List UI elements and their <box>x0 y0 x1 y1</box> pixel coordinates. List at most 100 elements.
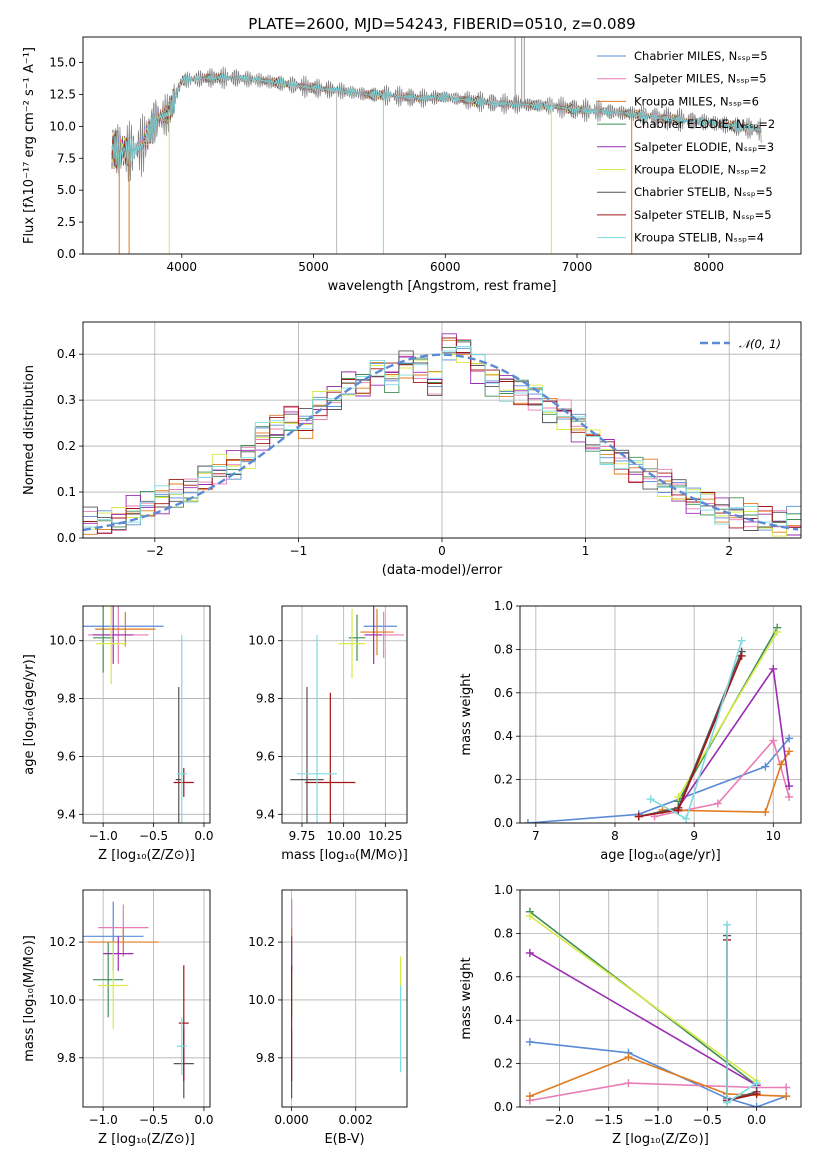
y-tick-label: 10.0 <box>248 993 275 1007</box>
weight-series-line <box>529 915 758 1082</box>
x-tick-label: 10 <box>766 829 781 843</box>
x-tick-label: 9 <box>690 829 698 843</box>
error-bar-point <box>173 768 194 797</box>
weight-marker <box>674 792 683 801</box>
x-tick-label: −1.5 <box>594 1113 623 1127</box>
error-bar-point <box>176 634 187 823</box>
y-tick-label: 0.8 <box>494 926 513 940</box>
x-tick-label: −1.0 <box>643 1113 672 1127</box>
error-bar-point <box>297 634 337 823</box>
y-axis-label: Flux [fλ10⁻¹⁷ erg cm⁻² s⁻¹ A⁻¹] <box>22 47 37 244</box>
legend-entry: Salpeter MILES, Nₛₛₚ=5 <box>634 72 767 86</box>
mass_vs_ebv-frame <box>281 889 408 1108</box>
y-tick-label: 10.0 <box>49 993 76 1007</box>
y-tick-label: 1.0 <box>494 883 513 897</box>
legend-entry: Chabrier ELODIE, Nₛₛₚ=2 <box>634 117 775 131</box>
x-axis-label: wavelength [Angstrom, rest frame] <box>328 279 557 294</box>
x-tick-label: −2.0 <box>545 1113 574 1127</box>
error-bar-point <box>365 606 382 664</box>
weight-marker <box>782 1092 791 1101</box>
spectrum-lines <box>111 37 762 254</box>
x-tick-label: 8 <box>611 829 619 843</box>
weight-marker <box>752 1079 761 1088</box>
error-bar-point <box>103 936 134 972</box>
error-bar-point <box>290 687 324 823</box>
x-axis-label: Z [log₁₀(Z/Z⊙)] <box>98 1132 195 1147</box>
x-tick-label: 1 <box>582 544 590 558</box>
normal-distribution-line <box>83 353 799 532</box>
weight-marker <box>624 1053 633 1062</box>
weight-series-line <box>677 666 790 809</box>
mass_vs_Z-points <box>83 901 194 1099</box>
y-tick-label: 10.0 <box>49 634 76 648</box>
y-tick-label: 10.0 <box>248 634 275 648</box>
weight-marker <box>761 762 770 771</box>
weight-marker <box>523 819 532 823</box>
weight-marker <box>682 814 691 823</box>
mass_vs_ebv-axes: 0.000 0.002 9.8 10.0 10.2 E(B-V) <box>248 890 407 1147</box>
x-tick-label: 10.25 <box>368 829 402 843</box>
weight-series-line <box>529 952 758 1086</box>
weight-marker <box>634 812 643 821</box>
y-axis-label: mass [log₁₀(M/M⊙)] <box>22 935 37 1062</box>
y-axis-label: mass weight <box>459 957 474 1039</box>
legend-entry: Kroupa STELIB, Nₛₛₚ=4 <box>634 231 764 245</box>
weight-marker <box>674 805 683 814</box>
y-tick-label: 0.0 <box>57 247 76 261</box>
y-axis-label: Normed distribution <box>22 365 37 495</box>
y-tick-label: 9.4 <box>57 807 76 821</box>
y-tick-label: 0.3 <box>57 393 76 407</box>
weight-marker <box>646 795 655 804</box>
error-bar-point <box>348 614 366 661</box>
y-tick-label: 10.2 <box>49 935 76 949</box>
x-tick-label: −0.5 <box>139 829 168 843</box>
weight-marker <box>785 792 794 801</box>
y-tick-label: 0.0 <box>57 531 76 545</box>
legend-entry: Salpeter STELIB, Nₛₛₚ=5 <box>634 208 772 222</box>
y-tick-label: 9.8 <box>256 1051 275 1065</box>
x-tick-label: 9.75 <box>289 829 316 843</box>
error-bar-point <box>305 692 356 823</box>
y-tick-label: 9.4 <box>256 807 275 821</box>
error-bar-point <box>176 1017 187 1076</box>
x-tick-label: −2 <box>146 544 164 558</box>
x-tick-label: 4000 <box>167 260 198 274</box>
weight-marker <box>624 1079 633 1088</box>
age_vs_mass-points <box>290 606 404 823</box>
x-tick-label: 7000 <box>562 260 593 274</box>
y-tick-label: 2.5 <box>57 215 76 229</box>
legend-entry: Kroupa MILES, Nₛₛₚ=6 <box>634 94 759 108</box>
age_vs_Z-frame <box>82 605 211 824</box>
spectrum-legend: Chabrier MILES, Nₛₛₚ=5 Salpeter MILES, Nₛ… <box>597 49 775 245</box>
weight-marker <box>525 1037 534 1046</box>
error-bar-point <box>93 606 134 664</box>
y-tick-label: 15.0 <box>49 56 76 70</box>
residuals-axes: −2 −1 0 1 2 0.0 0.1 0.2 0.3 0.4 (data-model)/error… <box>22 322 801 578</box>
x-tick-label: 0.002 <box>339 1113 373 1127</box>
weight-marker <box>525 912 534 921</box>
error-bar-point <box>178 965 189 1081</box>
error-bar-point <box>360 608 394 656</box>
weight-marker <box>761 808 770 817</box>
legend-entry: Chabrier STELIB, Nₛₛₚ=5 <box>634 185 773 199</box>
legend-entry: Chabrier MILES, Nₛₛₚ=5 <box>634 49 768 63</box>
x-tick-label: 5000 <box>298 260 329 274</box>
y-tick-label: 9.8 <box>256 692 275 706</box>
y-tick-label: 0.0 <box>494 816 513 830</box>
weight_vs_age-lines <box>523 623 794 823</box>
weight_vs_Z-lines <box>525 907 791 1107</box>
weight_vs_Z-frame <box>519 889 802 1108</box>
spectrum-axes: 4000 5000 6000 7000 8000 0.0 2.5 5.0 7.5 10.0 12.5… <box>22 15 724 294</box>
x-tick-label: 10.00 <box>326 829 360 843</box>
weight-marker <box>785 734 794 743</box>
y-axis-label: age [log₁₀(age/yr)] <box>22 654 37 775</box>
y-tick-label: 0.2 <box>494 773 513 787</box>
histogram-step-line <box>83 337 801 534</box>
residuals-legend: 𝒩(0, 1) <box>700 337 781 351</box>
weight_vs_age-frame <box>519 605 802 824</box>
y-tick-label: 12.5 <box>49 87 76 101</box>
x-axis-label: Z [log₁₀(Z/Z⊙)] <box>612 1132 709 1147</box>
x-tick-label: 0.000 <box>274 1113 308 1127</box>
y-tick-label: 9.6 <box>256 749 275 763</box>
age_vs_mass-frame <box>281 605 408 824</box>
